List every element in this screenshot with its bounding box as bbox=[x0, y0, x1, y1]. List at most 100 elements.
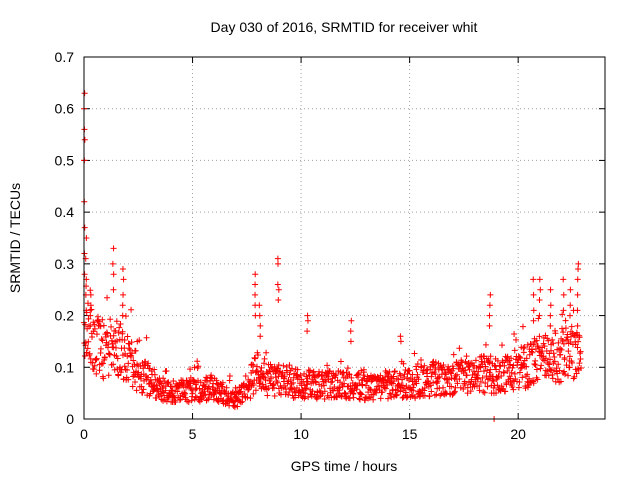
data-point-marker bbox=[474, 375, 481, 382]
data-point-marker bbox=[213, 377, 220, 384]
data-point-marker bbox=[347, 338, 354, 345]
data-point-marker bbox=[381, 384, 388, 391]
data-point-marker bbox=[511, 331, 518, 338]
data-point-marker bbox=[426, 392, 433, 399]
data-point-marker bbox=[119, 312, 126, 319]
data-point-marker bbox=[457, 384, 464, 391]
data-point-marker bbox=[492, 363, 499, 370]
data-point-marker bbox=[559, 311, 566, 318]
data-point-marker bbox=[454, 371, 461, 378]
data-point-marker bbox=[275, 362, 282, 369]
data-point-marker bbox=[537, 286, 544, 293]
data-point-marker bbox=[428, 388, 435, 395]
data-point-marker bbox=[96, 318, 103, 325]
data-point-marker bbox=[157, 379, 164, 386]
data-point-marker bbox=[120, 376, 127, 383]
data-point-marker bbox=[545, 360, 552, 367]
data-point-marker bbox=[124, 353, 131, 360]
data-point-marker bbox=[551, 358, 558, 365]
data-point-marker bbox=[139, 389, 146, 396]
data-point-marker bbox=[523, 363, 530, 370]
data-point-marker bbox=[520, 360, 527, 367]
data-point-marker bbox=[91, 321, 98, 328]
data-point-marker bbox=[87, 291, 94, 298]
data-point-marker bbox=[128, 353, 135, 360]
data-point-marker bbox=[81, 353, 88, 360]
data-point-marker bbox=[568, 323, 575, 330]
data-point-marker bbox=[530, 276, 537, 283]
data-point-marker bbox=[562, 325, 569, 332]
data-point-marker bbox=[486, 359, 493, 366]
data-point-marker bbox=[386, 368, 393, 375]
data-point-marker bbox=[421, 362, 428, 369]
data-point-marker bbox=[327, 379, 334, 386]
data-point-marker bbox=[397, 338, 404, 345]
data-point-marker bbox=[576, 350, 583, 357]
data-point-marker bbox=[431, 392, 438, 399]
data-point-marker bbox=[400, 360, 407, 367]
data-point-marker bbox=[557, 378, 564, 385]
data-point-marker bbox=[272, 374, 279, 381]
data-point-marker bbox=[578, 365, 585, 372]
data-point-marker bbox=[254, 352, 261, 359]
data-point-marker bbox=[110, 245, 117, 252]
data-point-marker bbox=[513, 336, 520, 343]
data-point-marker bbox=[310, 368, 317, 375]
data-point-marker bbox=[303, 385, 310, 392]
data-point-marker bbox=[320, 382, 327, 389]
data-point-marker bbox=[519, 374, 526, 381]
data-point-marker bbox=[442, 389, 449, 396]
data-point-marker bbox=[333, 371, 340, 378]
data-point-marker bbox=[324, 362, 331, 369]
data-point-marker bbox=[479, 374, 486, 381]
data-point-marker bbox=[486, 302, 493, 309]
data-point-marker bbox=[472, 357, 479, 364]
data-point-marker bbox=[407, 385, 414, 392]
data-point-marker bbox=[571, 373, 578, 380]
x-tick-label: 0 bbox=[80, 426, 88, 442]
data-point-marker bbox=[337, 358, 344, 365]
chart-title: Day 030 of 2016, SRMTID for receiver whi… bbox=[211, 19, 478, 35]
data-point-marker bbox=[120, 276, 127, 283]
data-point-marker bbox=[194, 358, 201, 365]
data-point-marker bbox=[257, 322, 264, 329]
data-point-marker bbox=[274, 281, 281, 288]
data-point-marker bbox=[482, 341, 489, 348]
data-point-marker bbox=[567, 286, 574, 293]
data-point-marker bbox=[312, 378, 319, 385]
data-point-marker bbox=[461, 382, 468, 389]
data-point-marker bbox=[122, 313, 129, 320]
data-point-marker bbox=[393, 375, 400, 382]
data-point-marker bbox=[566, 364, 573, 371]
data-point-marker bbox=[555, 361, 562, 368]
data-point-marker bbox=[134, 361, 141, 368]
x-tick-label: 20 bbox=[510, 426, 526, 442]
data-point-marker bbox=[86, 350, 93, 357]
data-point-marker bbox=[136, 337, 143, 344]
data-point-marker bbox=[460, 386, 467, 393]
data-point-marker bbox=[576, 360, 583, 367]
data-point-marker bbox=[239, 398, 246, 405]
data-point-marker bbox=[99, 316, 106, 323]
data-point-marker bbox=[81, 136, 88, 143]
data-point-marker bbox=[448, 383, 455, 390]
data-point-marker bbox=[552, 330, 559, 337]
data-point-marker bbox=[545, 337, 552, 344]
data-point-marker bbox=[105, 372, 112, 379]
data-point-marker bbox=[564, 331, 571, 338]
data-point-marker bbox=[467, 388, 474, 395]
data-point-marker bbox=[432, 371, 439, 378]
data-point-marker bbox=[280, 362, 287, 369]
data-point-marker bbox=[397, 372, 404, 379]
data-point-marker bbox=[252, 355, 259, 362]
data-point-marker bbox=[165, 379, 172, 386]
data-point-marker bbox=[515, 384, 522, 391]
data-point-marker bbox=[128, 339, 135, 346]
data-point-marker bbox=[252, 281, 259, 288]
data-point-marker bbox=[397, 383, 403, 390]
data-point-marker bbox=[116, 324, 123, 331]
data-point-marker bbox=[244, 394, 251, 401]
data-point-marker bbox=[550, 350, 557, 357]
data-point-marker bbox=[561, 354, 568, 361]
data-point-marker bbox=[275, 286, 282, 293]
